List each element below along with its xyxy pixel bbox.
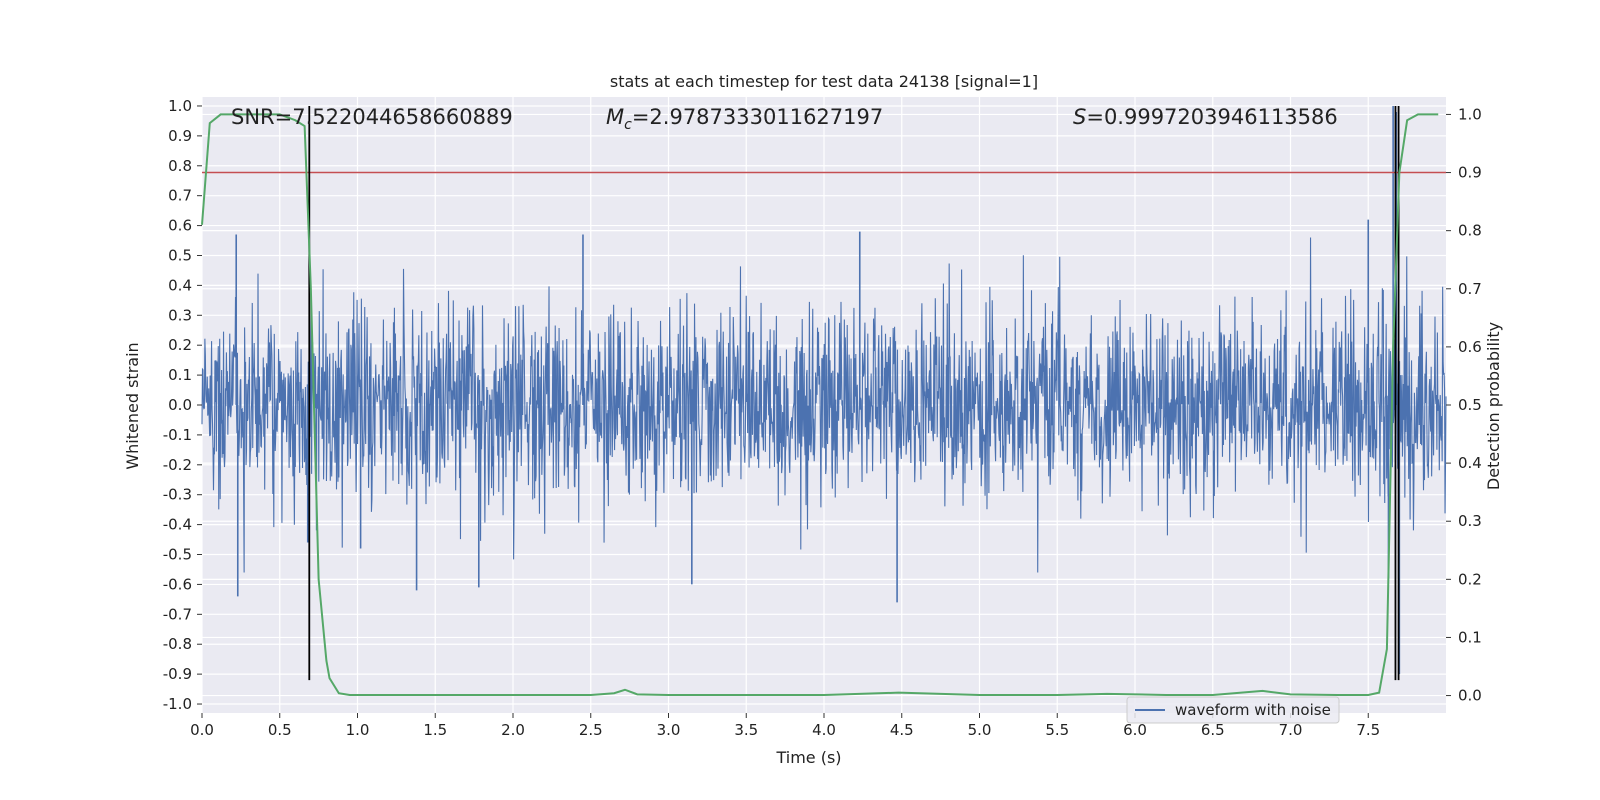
x-tick-label: 1.5	[423, 721, 447, 739]
y-tick-label: -0.5	[163, 546, 192, 564]
chirp-mass-annotation: Mc=2.9787333011627197	[606, 105, 883, 133]
snr-annotation: SNR=7.522044658660889	[231, 105, 513, 129]
y2-tick-label: 0.3	[1458, 512, 1482, 530]
y2-tick-label: 0.5	[1458, 396, 1482, 414]
y2-tick-label: 1.0	[1458, 105, 1482, 123]
y-tick-label: -0.4	[163, 516, 192, 534]
y2-tick-label: 0.4	[1458, 454, 1482, 472]
axis-ticks: 0.0 0.5 1.0 1.5 2.0 2.5 3.0 3.5 4.0 4.5 5.0 5.5 6.0 6…	[163, 97, 1482, 739]
score-value: =0.9997203946113586	[1086, 105, 1337, 129]
score-annotation: S=0.9997203946113586	[1073, 105, 1338, 129]
chirp-mass-symbol: M	[606, 105, 624, 129]
legend-label: waveform with noise	[1175, 701, 1331, 719]
chirp-mass-value: =2.9787333011627197	[632, 105, 883, 129]
x-tick-label: 5.0	[968, 721, 992, 739]
x-tick-label: 2.0	[501, 721, 525, 739]
y2-tick-label: 0.7	[1458, 280, 1482, 298]
y-tick-label: -0.1	[163, 426, 192, 444]
y-tick-label: 0.4	[168, 276, 192, 294]
x-tick-label: 3.5	[734, 721, 758, 739]
y-tick-label: 0.3	[168, 306, 192, 324]
y-tick-label: 0.2	[168, 336, 192, 354]
y2-tick-label: 0.2	[1458, 570, 1482, 588]
y2-tick-label: 0.8	[1458, 222, 1482, 240]
y2-tick-label: 0.6	[1458, 338, 1482, 356]
y-tick-label: -0.7	[163, 605, 192, 623]
y2-tick-label: 0.0	[1458, 687, 1482, 705]
y2-axis-label: Detection probability	[1484, 322, 1503, 490]
y-tick-label: 0.5	[168, 246, 192, 264]
x-tick-label: 7.0	[1279, 721, 1303, 739]
y-tick-label: 0.6	[168, 217, 192, 235]
chart-title: stats at each timestep for test data 241…	[610, 72, 1038, 91]
legend-box	[1126, 696, 1340, 724]
probability-line	[201, 113, 1439, 696]
x-tick-label: 6.5	[1201, 721, 1225, 739]
chirp-mass-subscript: c	[624, 117, 632, 133]
x-tick-label: 4.5	[890, 721, 914, 739]
y-tick-label: 0.7	[168, 187, 192, 205]
x-tick-label: 7.5	[1356, 721, 1380, 739]
x-tick-label: 2.5	[579, 721, 603, 739]
x-tick-label: 4.0	[812, 721, 836, 739]
y2-tick-label: 0.9	[1458, 164, 1482, 182]
overlay-lines	[201, 105, 1446, 696]
legend: waveform with noise	[1126, 696, 1340, 724]
y-tick-label: 0.1	[168, 366, 192, 384]
y-tick-label: -0.9	[163, 665, 192, 683]
y-tick-label: 0.8	[168, 157, 192, 175]
y2-tick-label: 0.1	[1458, 628, 1482, 646]
score-symbol: S	[1073, 105, 1086, 129]
x-tick-label: 0.5	[268, 721, 292, 739]
x-tick-label: 1.0	[346, 721, 370, 739]
y-tick-label: -0.6	[163, 575, 192, 593]
y-tick-label: -0.3	[163, 486, 192, 504]
x-tick-label: 3.0	[657, 721, 681, 739]
y-tick-label: -0.2	[163, 456, 192, 474]
x-axis-label: Time (s)	[775, 748, 841, 767]
x-tick-label: 6.0	[1123, 721, 1147, 739]
waveform-line	[201, 237, 1447, 573]
y-axis-label: Whitened strain	[123, 342, 142, 469]
x-tick-label: 5.5	[1045, 721, 1069, 739]
y-tick-label: 1.0	[168, 97, 192, 115]
y-tick-label: -1.0	[163, 695, 192, 713]
y-tick-label: -0.8	[163, 635, 192, 653]
y-tick-label: 0.9	[168, 127, 192, 145]
x-tick-label: 0.0	[190, 721, 214, 739]
y-tick-label: 0.0	[168, 396, 192, 414]
